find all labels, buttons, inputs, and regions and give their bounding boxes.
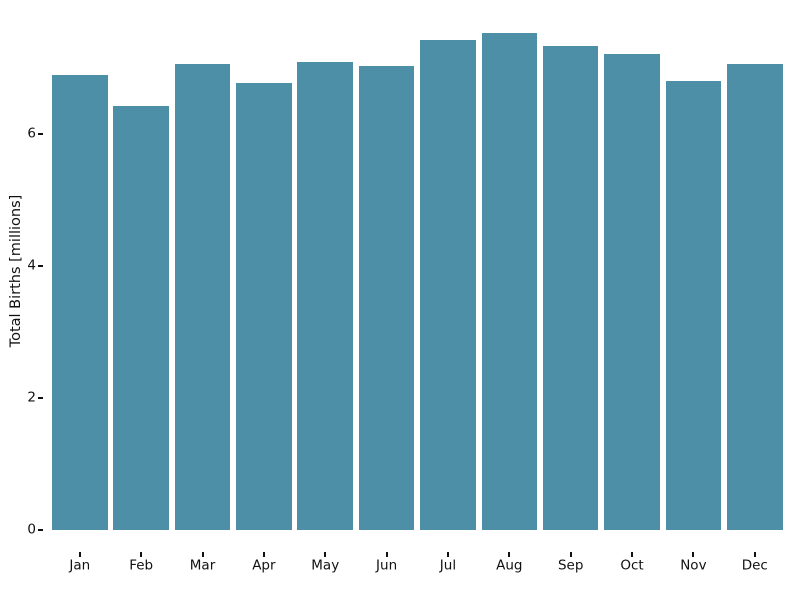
- y-tick-label-0: 0: [27, 520, 36, 537]
- y-tick-label-4: 4: [27, 256, 36, 273]
- bar-oct: [604, 54, 660, 530]
- bar-aug: [481, 33, 538, 530]
- bar-jun: [358, 66, 415, 530]
- bar-sep: [542, 46, 599, 530]
- x-tick-mark: [140, 551, 143, 557]
- x-tick-mark: [753, 551, 756, 557]
- y-tick-label-2: 2: [27, 388, 36, 405]
- bar-may: [297, 62, 354, 530]
- x-tick-label-jan: Jan: [69, 557, 91, 574]
- x-tick-mark: [569, 551, 572, 557]
- y-tick-mark: [38, 528, 43, 531]
- x-tick-mark: [201, 551, 204, 557]
- bar-mar: [174, 63, 231, 530]
- y-tick-label-6: 6: [27, 124, 36, 141]
- x-tick-label-nov: Nov: [680, 557, 707, 574]
- plot-area: [52, 0, 783, 530]
- x-tick-label-oct: Oct: [620, 557, 644, 574]
- x-tick-label-may: May: [311, 557, 340, 574]
- x-tick-mark: [631, 551, 634, 557]
- bar-dec: [726, 64, 783, 530]
- x-tick-mark: [78, 551, 81, 557]
- x-tick-label-jul: Jul: [439, 557, 457, 574]
- x-tick-mark: [692, 551, 695, 557]
- bar-feb: [113, 105, 169, 530]
- y-tick-mark: [38, 132, 43, 135]
- x-tick-mark: [262, 551, 265, 557]
- y-tick-mark: [38, 396, 43, 399]
- x-tick-label-sep: Sep: [557, 557, 584, 574]
- bar-jul: [420, 40, 476, 530]
- x-tick-mark: [508, 551, 511, 557]
- x-tick-label-feb: Feb: [129, 557, 154, 574]
- bar-jan: [52, 75, 108, 530]
- bar-nov: [665, 81, 722, 530]
- x-tick-label-jun: Jun: [376, 557, 398, 574]
- x-tick-mark: [324, 551, 327, 557]
- x-tick-mark: [385, 551, 388, 557]
- y-tick-mark: [38, 264, 43, 267]
- bar-apr: [236, 83, 292, 530]
- x-tick-label-mar: Mar: [189, 557, 216, 574]
- x-tick-label-apr: Apr: [252, 557, 276, 574]
- x-tick-label-aug: Aug: [496, 557, 523, 574]
- x-tick-mark: [446, 551, 449, 557]
- x-tick-label-dec: Dec: [741, 557, 768, 574]
